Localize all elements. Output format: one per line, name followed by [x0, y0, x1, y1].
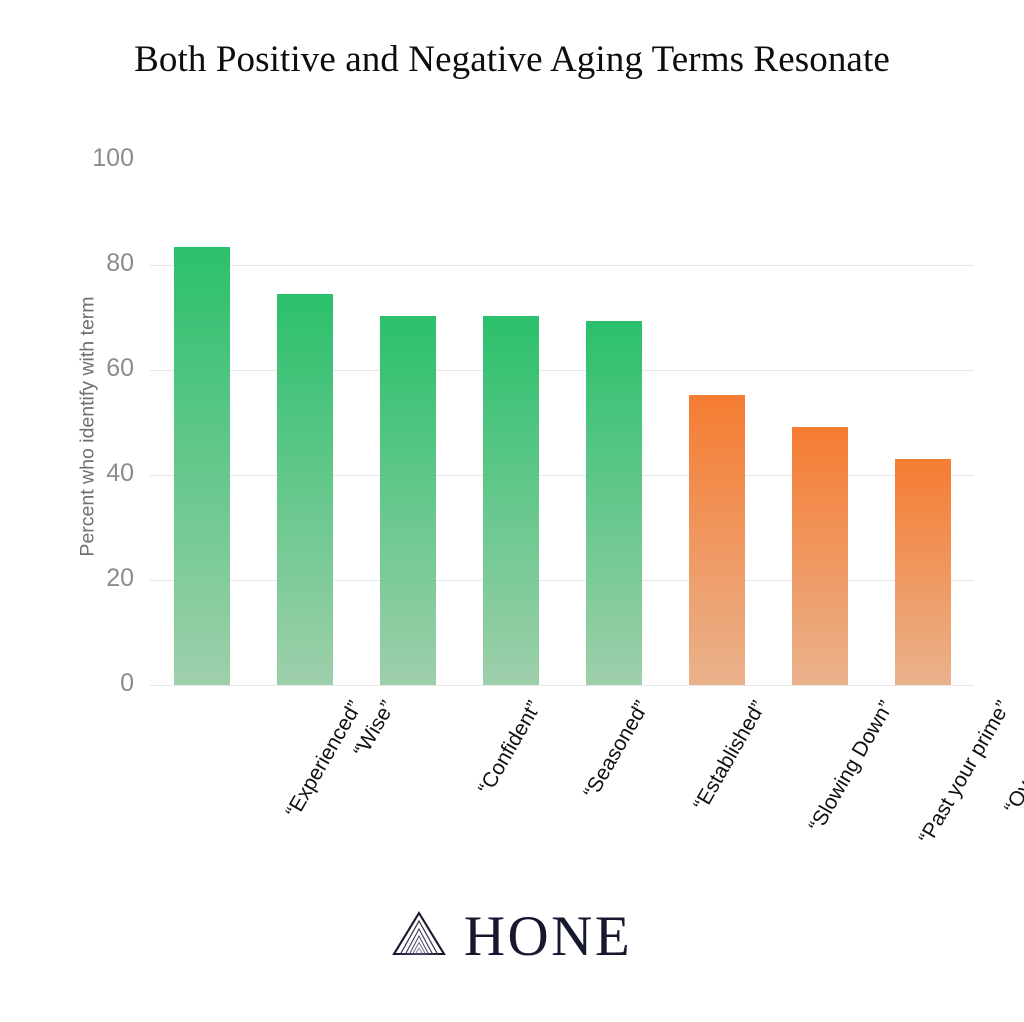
- x-tick-label: “Seasoned”: [578, 697, 653, 803]
- bar[interactable]: [276, 293, 333, 685]
- y-tick-label: 80: [106, 249, 134, 277]
- y-tick-label: 20: [106, 564, 134, 592]
- bars-group: [173, 246, 951, 685]
- gridline: [150, 475, 974, 476]
- x-tick-label: “Experienced”: [280, 697, 367, 822]
- hone-pyramid-icon: [391, 910, 446, 962]
- y-tick-label: 60: [106, 354, 134, 382]
- gridline: [150, 370, 974, 371]
- bar[interactable]: [585, 321, 642, 685]
- bar[interactable]: [791, 426, 848, 685]
- page-title: Both Positive and Negative Aging Terms R…: [134, 39, 890, 80]
- x-tick-label: “Past your prime”: [914, 697, 1015, 848]
- y-tick-label: 0: [120, 669, 134, 697]
- y-tick-label: 100: [92, 144, 134, 172]
- x-tick-label: “Established”: [688, 697, 770, 815]
- brand-logo: HONE: [0, 908, 1024, 965]
- y-tick-label: 40: [106, 459, 134, 487]
- gridline: [150, 580, 974, 581]
- bar[interactable]: [482, 315, 539, 685]
- bar[interactable]: [688, 395, 745, 685]
- brand-wordmark: HONE: [463, 905, 633, 968]
- bar[interactable]: [173, 246, 230, 685]
- gridline: [150, 265, 974, 266]
- x-tick-label: “Slowing Down”: [804, 697, 898, 836]
- gridline: [150, 685, 974, 686]
- x-tick-label: “Confident”: [473, 697, 546, 799]
- bar[interactable]: [894, 458, 951, 685]
- bar[interactable]: [379, 315, 436, 685]
